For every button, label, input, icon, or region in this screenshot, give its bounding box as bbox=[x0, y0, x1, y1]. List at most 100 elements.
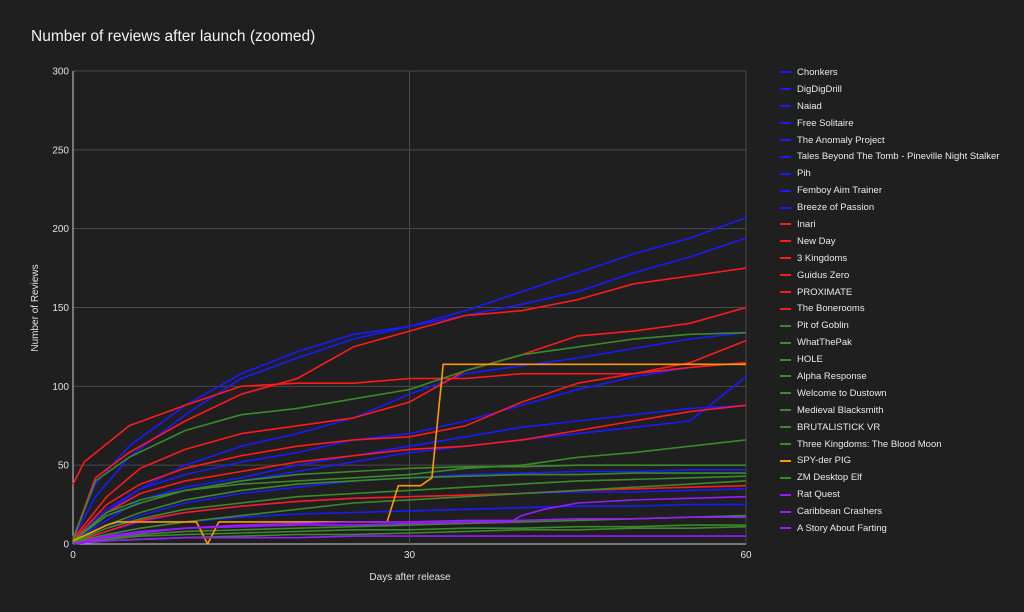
legend-label: SPY-der PIG bbox=[797, 455, 852, 467]
legend-label: 3 Kingdoms bbox=[797, 252, 848, 264]
legend-swatch bbox=[780, 257, 791, 260]
series-line bbox=[72, 306, 747, 540]
legend-item: PROXIMATE bbox=[780, 284, 1020, 301]
legend-item: Femboy Aim Trainer bbox=[780, 182, 1020, 199]
legend-item: Pih bbox=[780, 165, 1020, 182]
legend-label: Welcome to Dustown bbox=[797, 387, 887, 399]
legend-swatch bbox=[780, 426, 791, 429]
legend-label: Free Solitaire bbox=[797, 117, 854, 129]
legend-swatch bbox=[780, 139, 791, 141]
legend-item: Pit of Goblin bbox=[780, 317, 1020, 334]
series-line bbox=[72, 331, 747, 540]
series-line bbox=[72, 480, 747, 544]
series-line bbox=[72, 339, 747, 542]
series-line bbox=[72, 464, 746, 542]
legend-swatch bbox=[780, 459, 791, 462]
series-line bbox=[72, 439, 747, 542]
legend-label: Medieval Blacksmith bbox=[797, 404, 884, 416]
legend-swatch bbox=[780, 291, 791, 294]
legend-item: DigDigDrill bbox=[780, 81, 1020, 98]
axes: 0 50 100 150 200 250 300 0 30 60 bbox=[52, 67, 752, 562]
series-line bbox=[72, 524, 746, 545]
legend-swatch bbox=[780, 307, 791, 310]
legend-item: Naiad bbox=[780, 98, 1020, 115]
legend-swatch bbox=[780, 375, 791, 378]
legend-label: New Day bbox=[797, 235, 836, 247]
chart-title: Number of reviews after launch (zoomed) bbox=[31, 28, 316, 45]
legend-item: A Story About Farting bbox=[780, 520, 1020, 537]
legend-label: WhatThePak bbox=[797, 337, 852, 349]
legend-label: Alpha Response bbox=[797, 370, 867, 382]
legend-label: The Anomaly Project bbox=[797, 134, 885, 146]
legend-item: The Bonerooms bbox=[780, 300, 1020, 317]
legend-label: Chonkers bbox=[797, 66, 838, 78]
legend-item: 3 Kingdoms bbox=[780, 250, 1020, 267]
legend-swatch bbox=[780, 493, 791, 496]
series-line bbox=[72, 535, 746, 545]
series-line bbox=[72, 237, 747, 540]
legend-swatch bbox=[780, 527, 791, 530]
legend-swatch bbox=[780, 206, 791, 209]
legend-swatch bbox=[780, 392, 791, 395]
legend-swatch bbox=[780, 324, 791, 327]
legend-label: Rat Quest bbox=[797, 489, 840, 501]
legend-swatch bbox=[780, 223, 791, 226]
legend-item: BRUTALISTICK VR bbox=[780, 419, 1020, 436]
legend-item: Tales Beyond The Tomb - Pineville Night … bbox=[780, 148, 1020, 165]
series-line bbox=[72, 484, 747, 544]
x-axis-label: Days after release bbox=[369, 572, 451, 583]
legend-item: Alpha Response bbox=[780, 368, 1020, 385]
legend-swatch bbox=[780, 358, 791, 361]
legend-swatch bbox=[780, 409, 791, 412]
legend-swatch bbox=[780, 274, 791, 277]
legend-item: Guidus Zero bbox=[780, 267, 1020, 284]
legend-swatch bbox=[780, 341, 791, 344]
legend-swatch bbox=[780, 122, 791, 125]
y-tick-label: 300 bbox=[52, 67, 69, 78]
legend-item: Welcome to Dustown bbox=[780, 385, 1020, 402]
legend-item: HOLE bbox=[780, 351, 1020, 368]
legend-swatch bbox=[780, 71, 791, 74]
legend-swatch bbox=[780, 476, 791, 479]
y-tick-label: 200 bbox=[52, 224, 69, 235]
series-line bbox=[72, 361, 747, 540]
legend-swatch bbox=[780, 88, 791, 91]
legend-swatch bbox=[780, 172, 791, 175]
legend-label: HOLE bbox=[797, 354, 823, 366]
legend-swatch bbox=[780, 240, 791, 243]
y-tick-label: 250 bbox=[52, 145, 69, 156]
legend-label: BRUTALISTICK VR bbox=[797, 421, 881, 433]
legend-item: Rat Quest bbox=[780, 486, 1020, 503]
x-tick-label: 0 bbox=[70, 550, 76, 561]
legend-item: The Anomaly Project bbox=[780, 132, 1020, 149]
legend-label: A Story About Farting bbox=[797, 522, 887, 534]
y-tick-label: 0 bbox=[63, 540, 69, 551]
legend-label: The Bonerooms bbox=[797, 303, 865, 315]
legend-label: Pit of Goblin bbox=[797, 320, 849, 332]
legend-label: Femboy Aim Trainer bbox=[797, 185, 882, 197]
legend-label: DigDigDrill bbox=[797, 83, 842, 95]
legend-label: Pih bbox=[797, 168, 811, 180]
legend-swatch bbox=[780, 189, 791, 192]
x-tick-label: 60 bbox=[740, 550, 752, 561]
y-tick-label: 50 bbox=[58, 461, 70, 472]
legend-item: ZM Desktop Elf bbox=[780, 469, 1020, 486]
legend-item: WhatThePak bbox=[780, 334, 1020, 351]
series-line bbox=[72, 361, 747, 485]
legend-label: ZM Desktop Elf bbox=[797, 472, 862, 484]
legend-item: New Day bbox=[780, 233, 1020, 250]
legend-item: Chonkers bbox=[780, 64, 1020, 81]
legend-label: PROXIMATE bbox=[797, 286, 853, 298]
legend-label: Naiad bbox=[797, 100, 822, 112]
series-layer bbox=[72, 216, 747, 545]
legend-label: Tales Beyond The Tomb - Pineville Night … bbox=[797, 151, 1000, 163]
series-line bbox=[72, 404, 747, 542]
legend-label: Caribbean Crashers bbox=[797, 506, 883, 518]
series-line bbox=[72, 516, 746, 545]
y-axis-label: Number of Reviews bbox=[30, 264, 41, 351]
series-line bbox=[72, 475, 747, 544]
legend-item: Free Solitaire bbox=[780, 115, 1020, 132]
legend-swatch bbox=[780, 510, 791, 513]
legend-item: Breeze of Passion bbox=[780, 199, 1020, 216]
